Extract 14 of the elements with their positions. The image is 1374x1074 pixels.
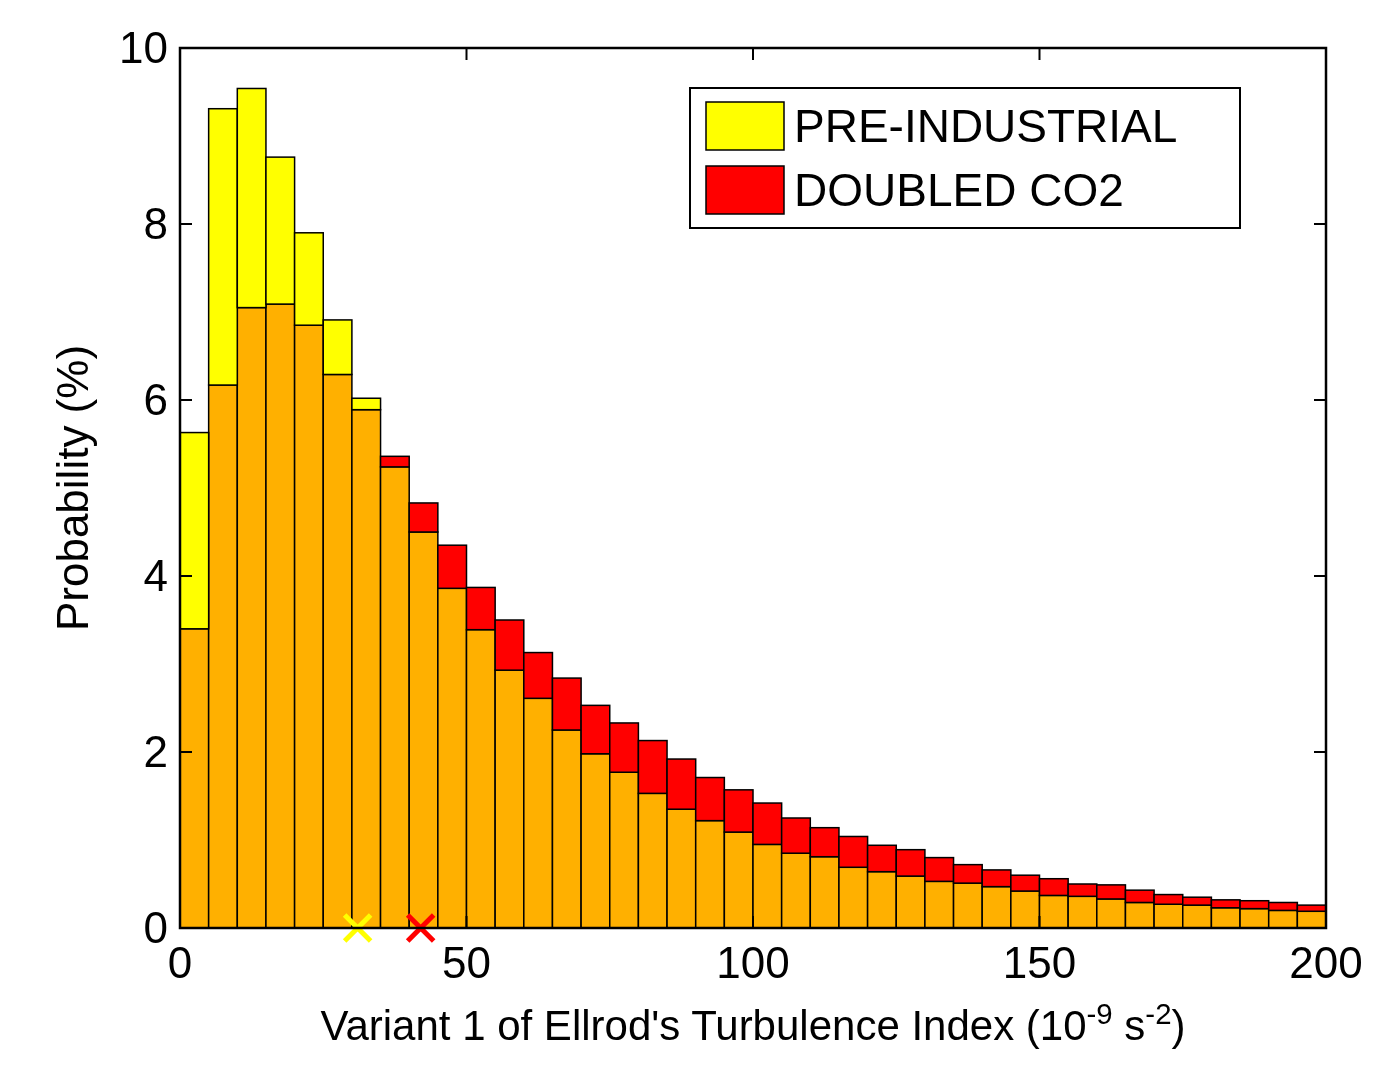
y-axis-title: Probability (%)	[48, 344, 97, 632]
x-tick-label: 200	[1289, 938, 1363, 987]
y-tick-label: 6	[143, 375, 168, 425]
x-tick-label: 50	[442, 938, 491, 987]
legend-label: DOUBLED CO2	[794, 164, 1124, 217]
y-tick-label: 10	[119, 23, 168, 73]
y-tick-label: 4	[143, 551, 168, 601]
y-tick-label: 0	[143, 903, 168, 953]
legend-label: PRE-INDUSTRIAL	[794, 100, 1178, 153]
y-tick-label: 2	[143, 727, 168, 777]
x-tick-label: 150	[1002, 938, 1077, 987]
x-axis-title: Variant 1 of Ellrod's Turbulence Index (10$^{-9}$ s$^{-2}$)	[320, 996, 1186, 1049]
x-tick-label: 100	[716, 938, 790, 987]
y-tick-label: 8	[143, 199, 168, 249]
